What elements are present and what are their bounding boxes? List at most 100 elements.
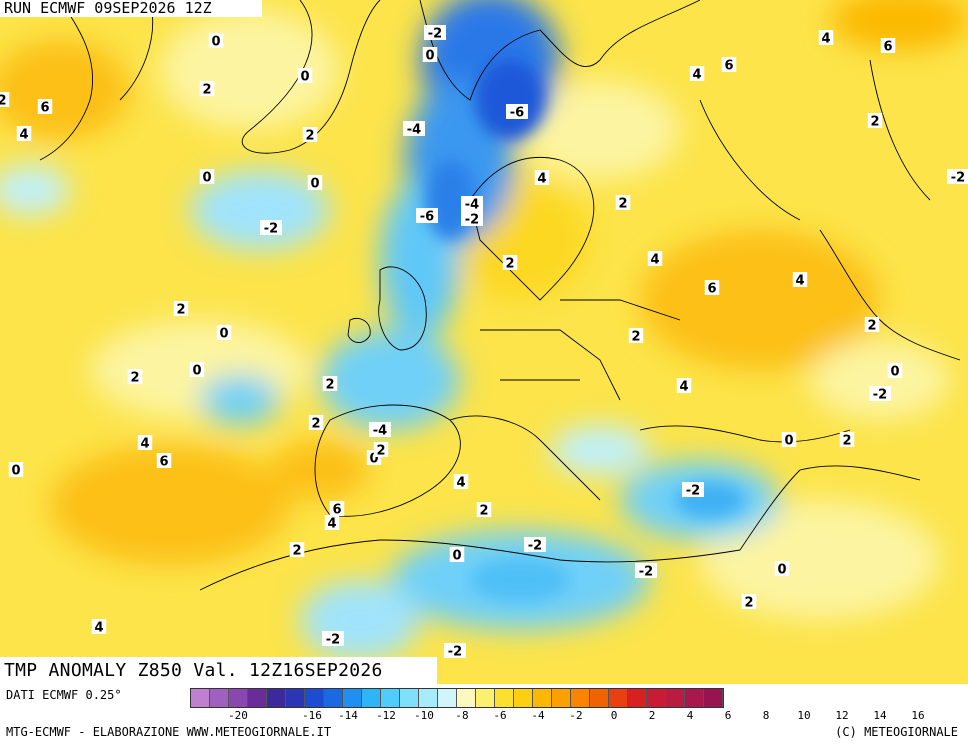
contour-label: 2 — [322, 376, 338, 393]
contour-label: 2 — [173, 301, 189, 318]
contour-label: -2 — [682, 482, 704, 499]
svg-text:0: 0 — [192, 364, 201, 379]
contour-label: 0 — [307, 175, 323, 192]
contour-label: 2 — [373, 442, 389, 459]
contour-label: 0 — [208, 33, 224, 50]
contour-label: 4 — [137, 435, 153, 452]
contour-label: -2 — [424, 25, 446, 42]
scale-swatch — [704, 689, 723, 707]
svg-text:-2: -2 — [873, 388, 887, 403]
contour-label: 6 — [37, 99, 53, 116]
scale-swatch — [229, 689, 248, 707]
scale-swatch — [685, 689, 704, 707]
scale-swatch — [590, 689, 609, 707]
svg-text:0: 0 — [202, 171, 211, 186]
contour-label: 2 — [289, 542, 305, 559]
contour-label: 2 — [127, 369, 143, 386]
svg-text:2: 2 — [870, 115, 879, 130]
contour-label: -2 — [947, 169, 968, 186]
svg-text:0: 0 — [784, 434, 793, 449]
svg-text:6: 6 — [332, 503, 341, 518]
scale-tick-label: 2 — [648, 709, 656, 722]
scale-tick-label: -14 — [338, 709, 358, 722]
contour-label: 2 — [839, 432, 855, 449]
contour-label: -6 — [416, 208, 438, 225]
contour-label: 4 — [647, 251, 663, 268]
contour-label: 2 — [476, 502, 492, 519]
contour-label: -2 — [461, 211, 483, 228]
contour-label: 4 — [324, 515, 340, 532]
contour-label: 2 — [308, 415, 324, 432]
svg-text:2: 2 — [325, 378, 334, 393]
svg-text:0: 0 — [300, 70, 309, 85]
svg-text:0: 0 — [777, 563, 786, 578]
scale-swatch — [400, 689, 419, 707]
svg-text:2: 2 — [505, 257, 514, 272]
svg-text:-4: -4 — [407, 123, 421, 138]
scale-swatch — [571, 689, 590, 707]
scale-tick-label: 4 — [686, 709, 694, 722]
contour-label: 4 — [453, 474, 469, 491]
svg-text:-6: -6 — [420, 210, 434, 225]
scale-tick-label: 16 — [911, 709, 925, 722]
scale-tick-label: 12 — [835, 709, 849, 722]
scale-tick-label: -4 — [531, 709, 545, 722]
scale-swatch — [438, 689, 457, 707]
svg-text:6: 6 — [883, 40, 892, 55]
scale-swatch — [381, 689, 400, 707]
svg-text:0: 0 — [310, 177, 319, 192]
svg-text:-2: -2 — [528, 539, 542, 554]
contour-label: 0 — [189, 362, 205, 379]
contour-label: 4 — [534, 170, 550, 187]
svg-text:4: 4 — [537, 172, 546, 187]
contour-label: 2 — [864, 317, 880, 334]
svg-text:4: 4 — [19, 128, 28, 143]
svg-text:6: 6 — [724, 59, 733, 74]
scale-swatch — [419, 689, 438, 707]
contour-label: -2 — [322, 631, 344, 648]
scale-swatch — [647, 689, 666, 707]
scale-tick-label: 8 — [762, 709, 770, 722]
contour-label: 0 — [8, 462, 24, 479]
contour-label: 0 — [774, 561, 790, 578]
contour-label: 4 — [818, 30, 834, 47]
footer: DATI ECMWF 0.25° -20 -16 -14 -12 -10 -8 -6 -4 -2… — [0, 684, 968, 745]
svg-text:0: 0 — [219, 327, 228, 342]
scale-tick-label: 0 — [610, 709, 618, 722]
contour-label: 2 — [0, 92, 10, 109]
scale-swatch — [609, 689, 628, 707]
svg-text:2: 2 — [0, 94, 7, 109]
scale-swatch — [324, 689, 343, 707]
svg-text:4: 4 — [692, 68, 701, 83]
map-panel: 0 2 6 4 0 2 0 -2 -6 -4 -6 -4 -2 4 2 4 2 6 4 2 0 -2 2 4 0 0 -2 2 0 2 0 2… — [0, 0, 968, 684]
contour-label: -2 — [635, 563, 657, 580]
contour-label: -2 — [524, 537, 546, 554]
svg-text:2: 2 — [292, 544, 301, 559]
contour-label: 0 — [297, 68, 313, 85]
svg-text:-2: -2 — [264, 222, 278, 237]
map-title: TMP ANOMALY Z850 Val. 12Z16SEP2026 — [0, 657, 437, 684]
contour-label: 6 — [704, 280, 720, 297]
scale-swatch — [552, 689, 571, 707]
svg-text:2: 2 — [479, 504, 488, 519]
svg-text:-2: -2 — [448, 645, 462, 660]
contour-label: 2 — [628, 328, 644, 345]
svg-text:-2: -2 — [686, 484, 700, 499]
scale-tick-label: -16 — [302, 709, 322, 722]
scale-tick-label: -8 — [455, 709, 469, 722]
contour-label: 2 — [502, 255, 518, 272]
svg-text:4: 4 — [140, 437, 149, 452]
svg-text:-2: -2 — [639, 565, 653, 580]
scale-swatch — [533, 689, 552, 707]
contour-label: -2 — [260, 220, 282, 237]
contour-label: 4 — [16, 126, 32, 143]
svg-text:-4: -4 — [465, 198, 479, 213]
svg-text:4: 4 — [795, 274, 804, 289]
svg-text:6: 6 — [40, 101, 49, 116]
svg-text:-2: -2 — [465, 213, 479, 228]
scale-tick-label: -12 — [376, 709, 396, 722]
svg-text:2: 2 — [867, 319, 876, 334]
run-label: RUN ECMWF 09SEP2026 12Z — [0, 0, 262, 17]
